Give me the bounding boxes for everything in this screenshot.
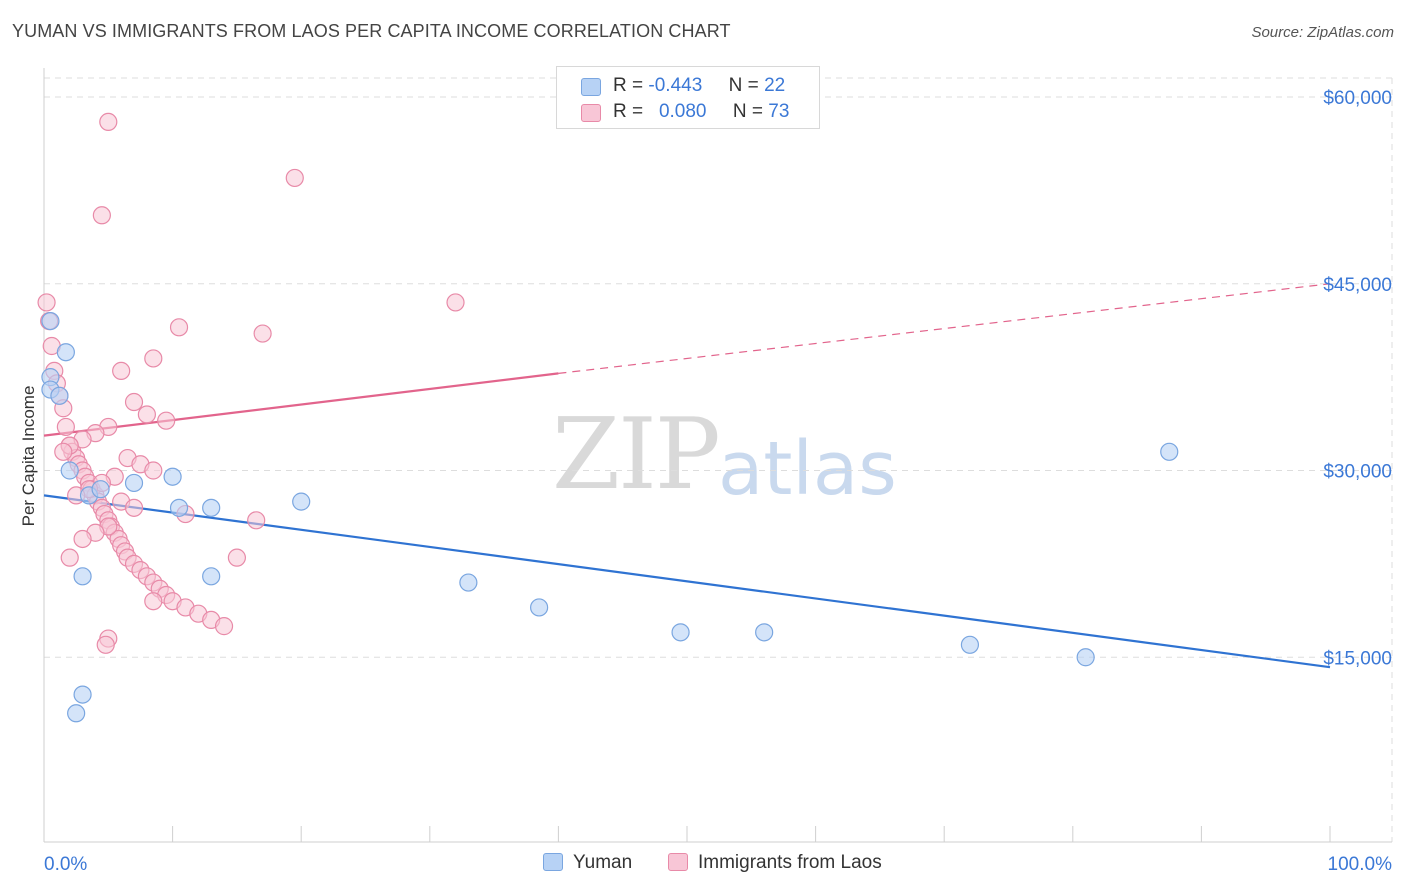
y-tick-label: $45,000 [1323, 275, 1392, 296]
yuman-point [73, 685, 92, 704]
x-tick-label-max: 100.0% [1328, 854, 1393, 875]
laos-point [96, 635, 115, 654]
laos-point [56, 417, 75, 437]
yuman-point [50, 386, 69, 405]
yuman-point [1076, 648, 1095, 667]
grid-lines [44, 77, 1393, 842]
watermark-atlas: atlas [718, 426, 897, 512]
laos-legend-label: Immigrants from Laos [698, 852, 882, 873]
laos-point [285, 168, 304, 188]
y-axis-title: Per Capita Income [19, 386, 38, 527]
yuman-point [292, 492, 311, 511]
yuman-point [56, 343, 75, 362]
laos-point [112, 361, 131, 380]
axes [43, 68, 1392, 843]
yuman-point [530, 598, 549, 617]
laos-point [60, 548, 79, 567]
laos-r-label: R = [613, 101, 644, 122]
laos-n-value: 73 [768, 101, 790, 122]
laos-point [92, 206, 111, 225]
yuman-points [41, 312, 1179, 723]
laos-point [247, 511, 266, 530]
yuman-point [755, 623, 774, 642]
yuman-point [960, 635, 980, 654]
yuman-point [124, 473, 144, 493]
laos-point [157, 411, 176, 430]
laos-points [37, 112, 465, 654]
yuman-point [169, 498, 189, 517]
yuman-point [459, 573, 478, 592]
yuman-point [67, 704, 86, 723]
laos-n-label: N = [732, 101, 764, 122]
laos-point [99, 112, 118, 132]
laos-point [124, 498, 144, 517]
yuman-trend-line [43, 494, 1331, 669]
bottom-legend-laos[interactable]: Immigrants from Laos [668, 852, 882, 874]
y-tick-label: $30,000 [1323, 462, 1392, 483]
y-tick-label: $15,000 [1323, 648, 1392, 669]
yuman-point [1160, 442, 1179, 461]
yuman-point [60, 461, 79, 480]
yuman-r-value: -0.443 [648, 75, 703, 96]
trend-lines [43, 283, 1331, 669]
yuman-r-label: R = [613, 75, 644, 96]
laos-point [137, 405, 156, 424]
laos-point [169, 318, 189, 337]
laos-point [144, 349, 163, 368]
laos-point [124, 392, 144, 412]
yuman-point [671, 623, 690, 642]
bottom-legend-yuman[interactable]: Yuman [543, 852, 632, 874]
laos-legend-swatch [668, 853, 688, 871]
laos-r-value: 0.080 [658, 101, 707, 122]
x-tick-label-min: 0.0% [44, 854, 87, 875]
laos-point [54, 442, 73, 461]
yuman-point [73, 567, 92, 586]
yuman-legend-label: Yuman [573, 852, 633, 873]
laos-point [446, 293, 465, 312]
yuman-legend-swatch [543, 853, 563, 871]
laos-swatch [581, 104, 601, 122]
laos-trend-extrapolated [558, 283, 1331, 374]
yuman-point [163, 467, 182, 486]
source-label: Source: ZipAtlas.com [1251, 24, 1394, 41]
yuman-n-label: N = [728, 75, 759, 96]
watermark-zip: ZIP [552, 398, 721, 512]
laos-trend-line [43, 372, 559, 437]
yuman-point [202, 567, 221, 586]
laos-point [37, 293, 56, 312]
laos-point [253, 324, 272, 343]
laos-point [73, 529, 92, 549]
stats-legend: R = -0.443 N = 22 R = 0.080 N = 73 [556, 66, 820, 129]
yuman-point [202, 498, 221, 517]
laos-point [227, 548, 246, 567]
yuman-swatch [581, 78, 601, 96]
chart-title: YUMAN VS IMMIGRANTS FROM LAOS PER CAPITA… [12, 21, 731, 41]
laos-point [214, 617, 234, 636]
laos-point [144, 461, 163, 480]
laos-point [144, 592, 163, 611]
y-tick-label: $60,000 [1323, 88, 1392, 109]
axis-labels: $15,000 $30,000 $45,000 $60,000 0.0% 100.0% Pe… [19, 88, 1392, 875]
yuman-point [41, 312, 60, 331]
yuman-point [91, 480, 110, 499]
yuman-n-value: 22 [764, 75, 786, 96]
